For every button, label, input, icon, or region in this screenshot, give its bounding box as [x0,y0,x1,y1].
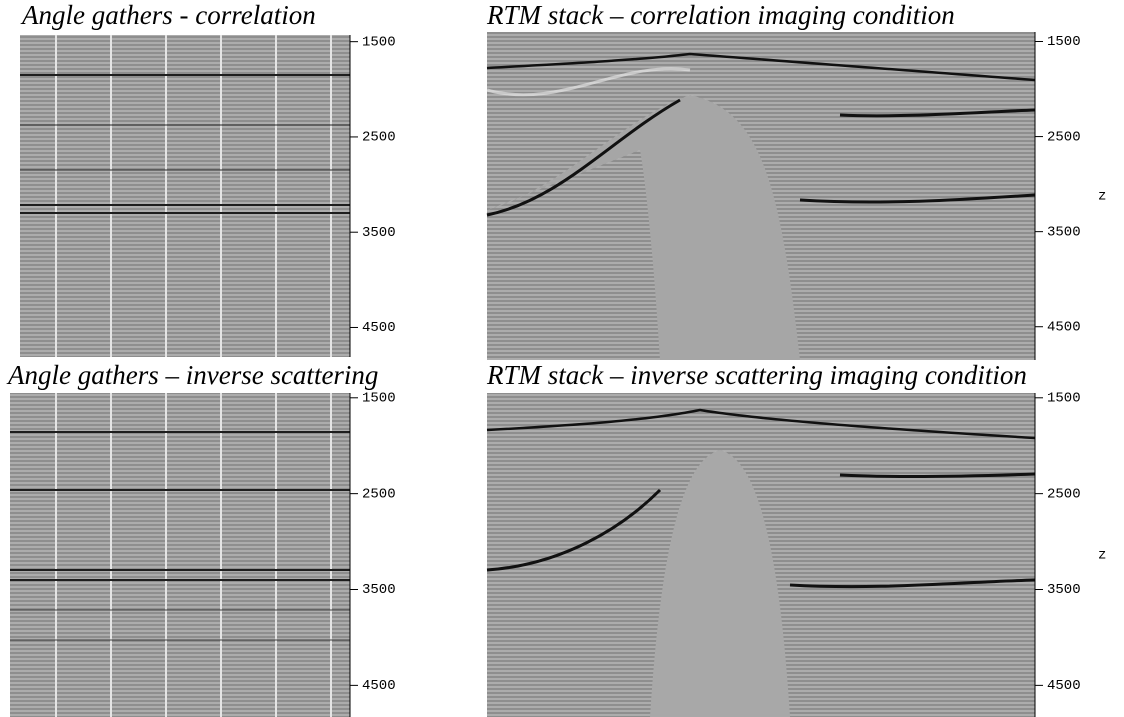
seismic-image [10,393,350,717]
tick-label: 1500 [1047,34,1081,50]
axis-label: z [1098,189,1106,205]
tick-label: 3500 [1047,224,1081,240]
tick-label: 2500 [1047,129,1081,145]
tick-label: 1500 [362,390,396,406]
panel-title: RTM stack – inverse scattering imaging c… [486,360,1027,390]
tick-label: 4500 [1047,678,1081,694]
seismic-image [20,35,350,357]
tick-label: 3500 [362,582,396,598]
seismic-image [486,32,1036,360]
axis-label: z [1098,548,1106,564]
panel-title: Angle gathers – inverse scattering [6,360,378,390]
tick-label: 3500 [362,225,396,241]
tick-label: 4500 [362,320,396,336]
tick-label: 3500 [1047,582,1081,598]
panel-title: Angle gathers - correlation [20,0,316,30]
panel-title: RTM stack – correlation imaging conditio… [486,0,955,30]
tick-label: 2500 [362,130,396,146]
tick-label: 4500 [362,678,396,694]
tick-label: 1500 [1047,390,1081,406]
tick-label: 1500 [362,34,396,50]
tick-label: 2500 [1047,486,1081,502]
tick-label: 4500 [1047,319,1081,335]
tick-label: 2500 [362,486,396,502]
seismic-image [486,393,1036,717]
